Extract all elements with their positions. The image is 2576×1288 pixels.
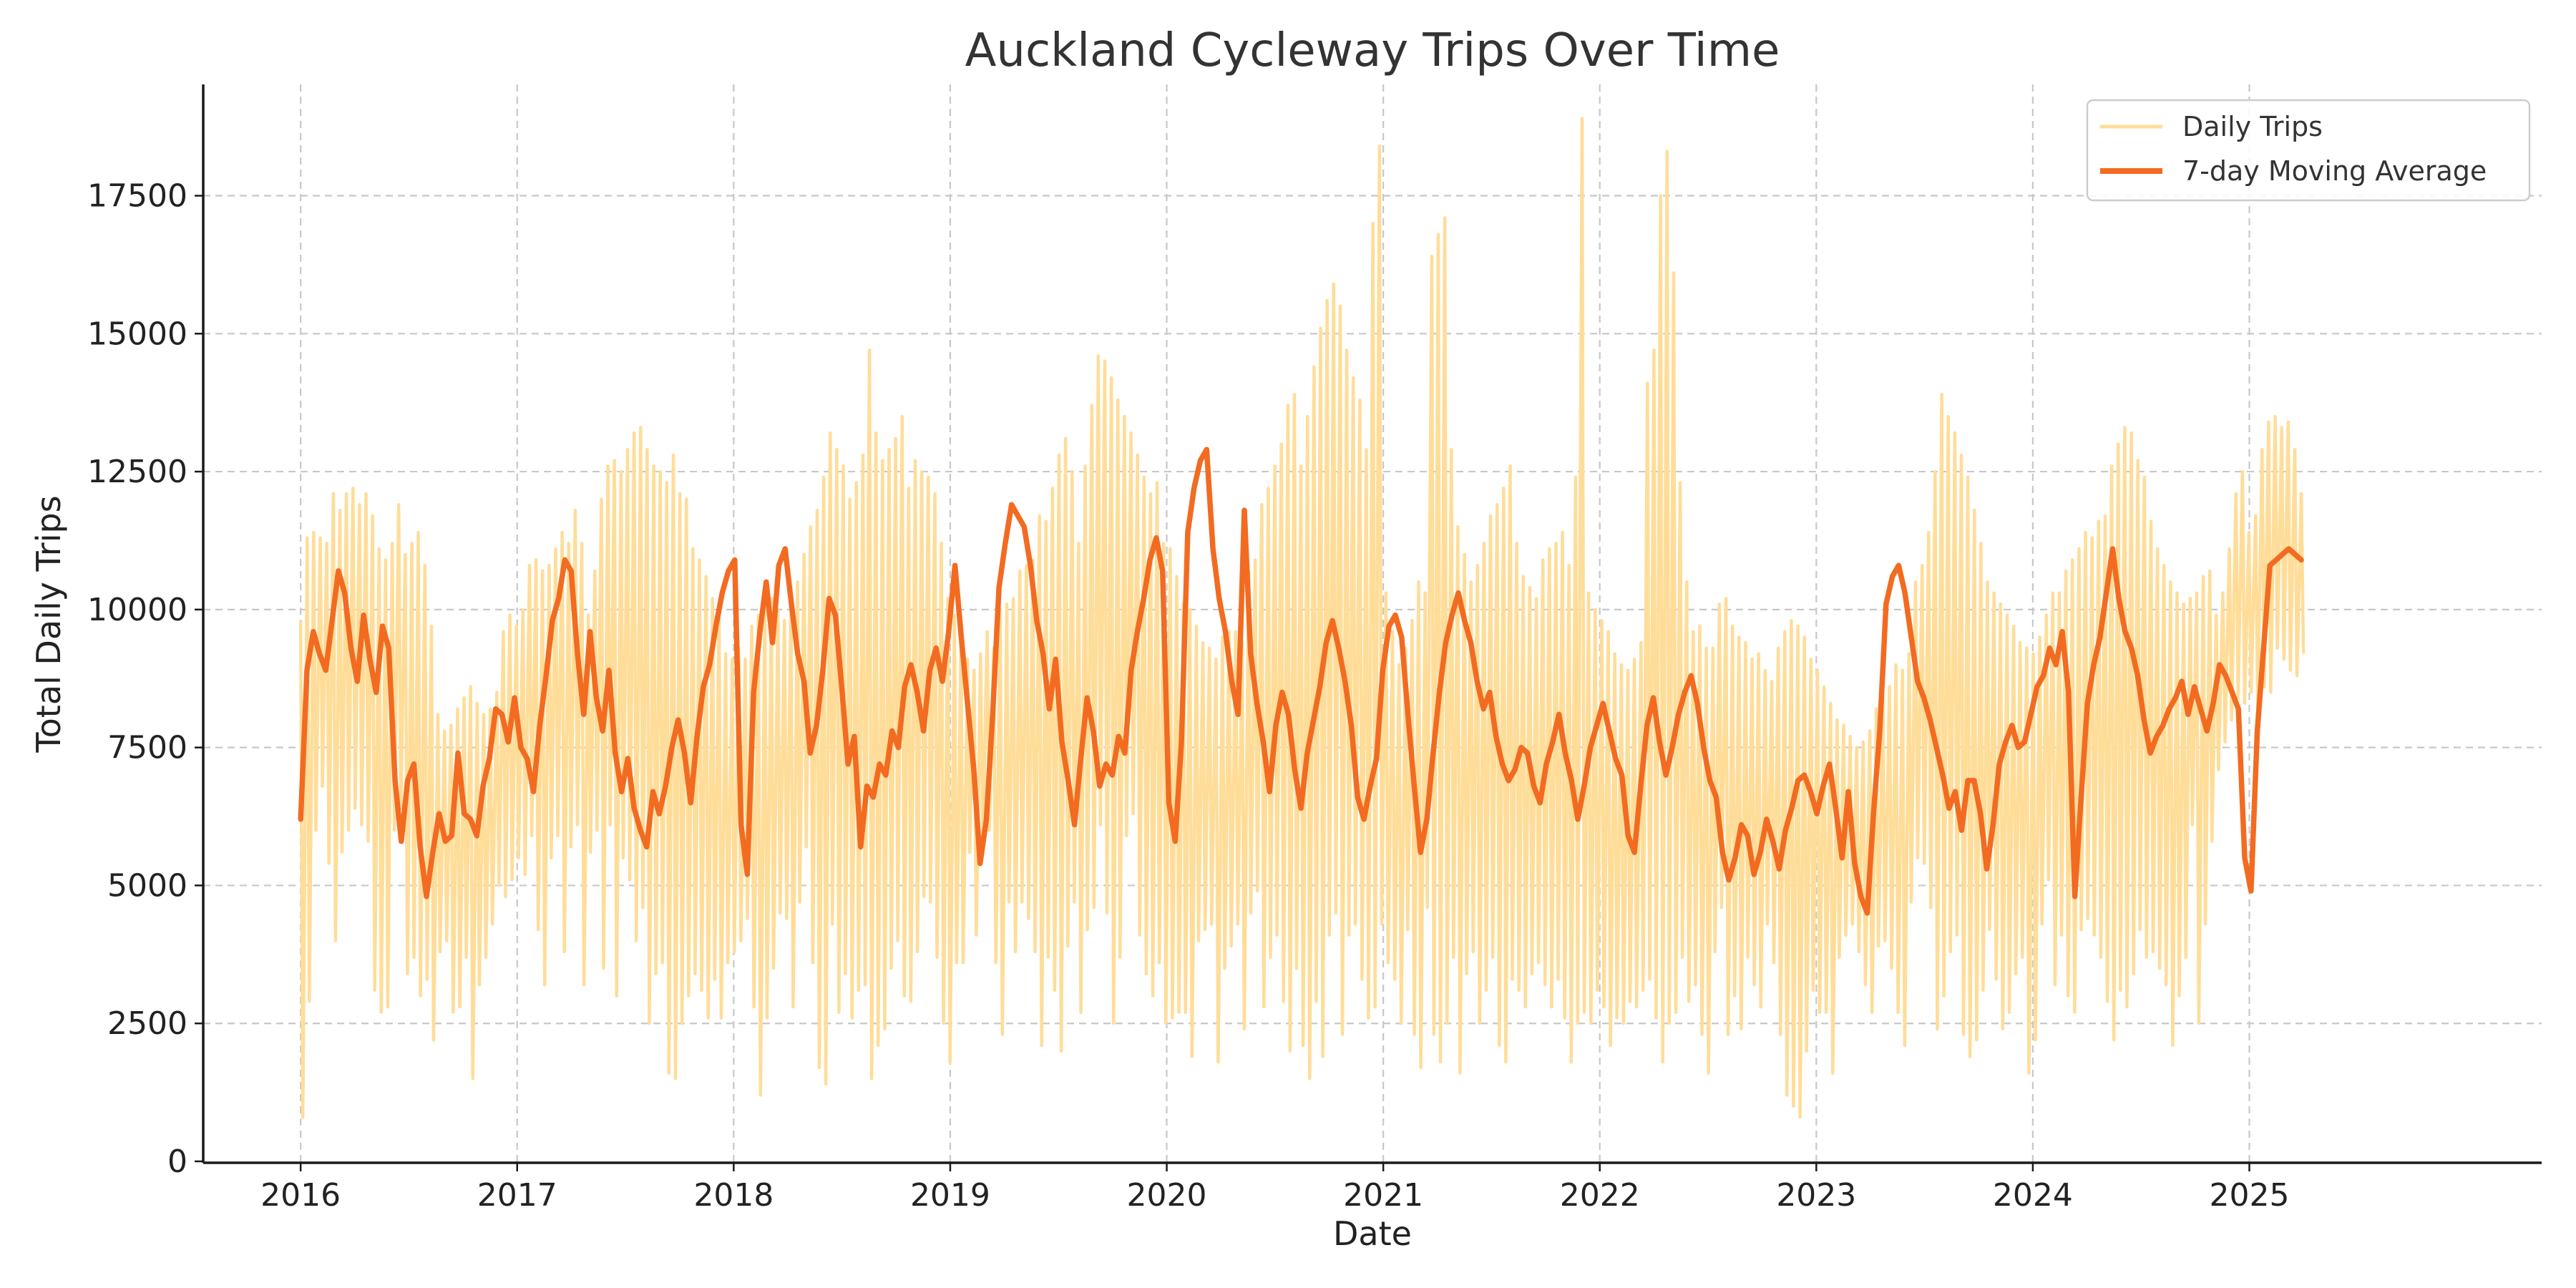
legend-box — [2086, 99, 2531, 202]
y-tick-label: 5000 — [107, 867, 187, 904]
y-axis-ticks: 0 2500 5000 7500 10000 12500 15000 17500 — [87, 178, 203, 1180]
y-tick-label: 0 — [167, 1143, 187, 1180]
legend-label-moving-average: 7-day Moving Average — [2182, 155, 2487, 187]
x-tick-label: 2025 — [2210, 1177, 2290, 1214]
y-tick-label: 2500 — [107, 1005, 187, 1042]
y-tick-label: 7500 — [107, 730, 187, 766]
x-tick-label: 2021 — [1343, 1177, 1423, 1214]
x-axis-label: Date — [1333, 1214, 1412, 1253]
y-tick-label: 12500 — [87, 454, 187, 490]
y-tick-label: 17500 — [87, 178, 187, 215]
chart-title: Auckland Cycleway Trips Over Time — [965, 24, 1780, 77]
series-line-daily-trips — [298, 117, 2306, 1119]
legend-label-daily-trips: Daily Trips — [2182, 111, 2323, 142]
x-tick-label: 2024 — [1993, 1177, 2073, 1214]
series-line-moving-average — [298, 447, 2304, 916]
y-tick-label: 15000 — [87, 316, 187, 352]
plot-series — [298, 117, 2306, 1119]
x-tick-label: 2020 — [1127, 1177, 1207, 1214]
x-tick-label: 2019 — [910, 1177, 990, 1214]
x-tick-label: 2018 — [693, 1177, 774, 1214]
x-tick-label: 2023 — [1776, 1177, 1856, 1214]
x-axis-ticks: 2016 2017 2018 2019 2020 2021 2022 2023 2024 2025 — [260, 1163, 2289, 1214]
x-tick-label: 2016 — [260, 1177, 341, 1214]
y-tick-label: 10000 — [87, 592, 187, 628]
x-tick-label: 2022 — [1560, 1177, 1640, 1214]
legend: Daily Trips 7-day Moving Average — [2086, 99, 2531, 202]
y-axis-label: Total Daily Trips — [29, 495, 68, 753]
x-tick-label: 2017 — [477, 1177, 557, 1214]
